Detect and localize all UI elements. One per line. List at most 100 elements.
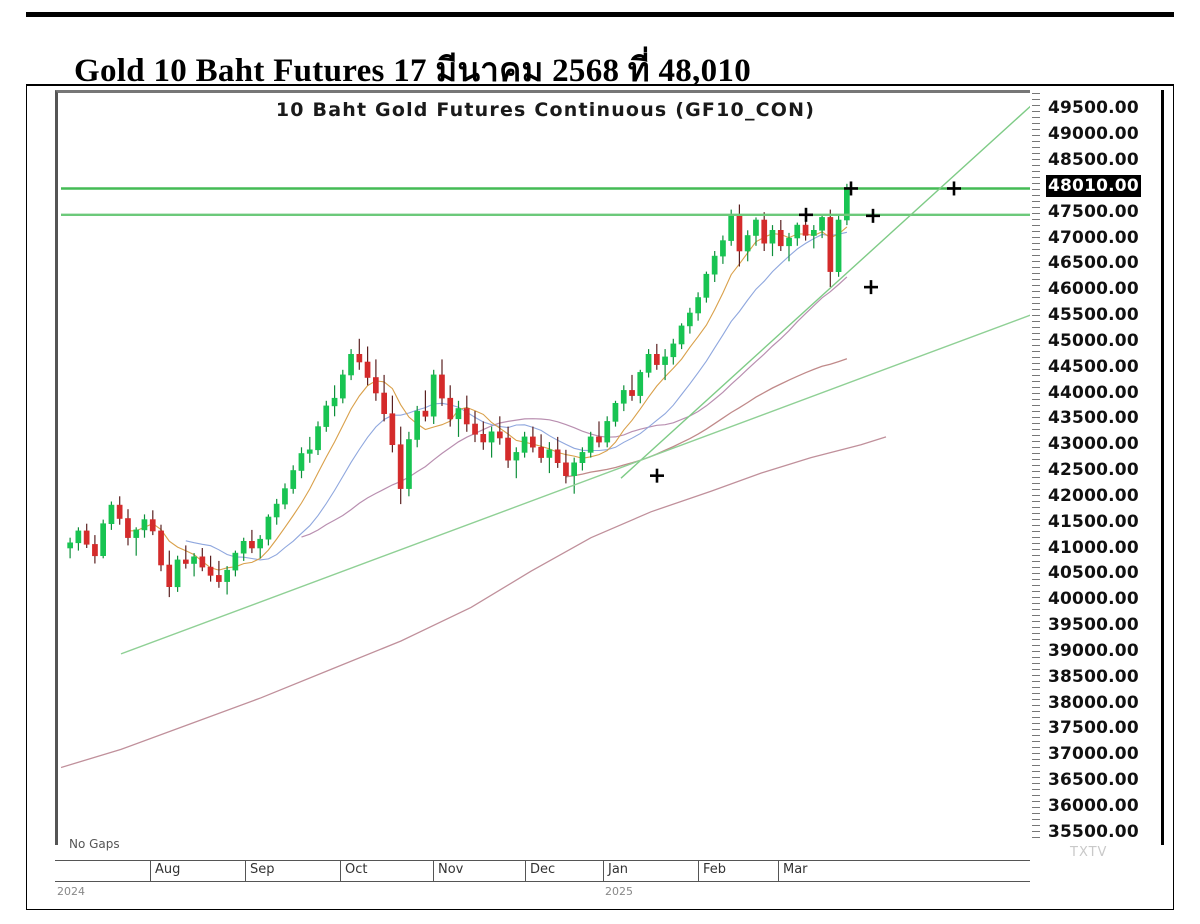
time-tick-jan: Jan [608, 862, 629, 877]
candle-body-up [604, 421, 611, 443]
axis-minor-tick [1032, 207, 1040, 208]
price-tick-42000-00: 42000.00 [1048, 485, 1139, 506]
price-chart-canvas[interactable] [61, 96, 1030, 845]
uptrend-line-lower[interactable] [120, 313, 1030, 655]
marker-resistance-right[interactable] [947, 181, 961, 196]
axis-minor-tick [1032, 693, 1040, 694]
axis-minor-tick [1032, 129, 1040, 130]
candle-body-up [488, 431, 495, 443]
candle-body-down [372, 377, 379, 394]
axis-minor-tick [1032, 381, 1040, 382]
axis-minor-tick [1032, 417, 1040, 418]
marker-retest-47500[interactable] [799, 207, 813, 222]
axis-minor-tick [1032, 309, 1040, 310]
axis-minor-tick [1032, 717, 1040, 718]
candle-body-down [538, 446, 545, 458]
axis-minor-tick [1032, 753, 1040, 754]
candle-body-down [83, 530, 90, 545]
candle-body-up [645, 353, 652, 373]
candle-body-up [191, 556, 197, 564]
axis-minor-tick [1032, 519, 1040, 520]
price-tick-40000-00: 40000.00 [1048, 589, 1139, 610]
axis-minor-tick [1032, 363, 1040, 364]
candle-body-down [116, 504, 123, 519]
candle-body-up [240, 540, 247, 554]
axis-minor-tick [1032, 771, 1040, 772]
axis-minor-tick [1032, 213, 1040, 214]
candle-body-down [505, 437, 511, 461]
time-axis-cell [778, 860, 1030, 882]
marker-breakout-second[interactable] [866, 208, 880, 223]
axis-divider [1161, 90, 1164, 845]
axis-minor-tick [1032, 351, 1040, 352]
candle-body-up [571, 462, 578, 476]
marker-pullback-low[interactable] [864, 280, 878, 295]
axis-minor-tick [1032, 573, 1040, 574]
candle-body-down [125, 518, 131, 538]
axis-minor-tick [1032, 339, 1040, 340]
axis-minor-tick [1032, 303, 1040, 304]
candle-body-down [92, 544, 98, 557]
candle-body-up [670, 343, 677, 358]
time-axis-band [55, 860, 1030, 882]
axis-minor-tick [1032, 111, 1040, 112]
candle-body-up [282, 488, 288, 505]
candle-body-up [224, 569, 231, 582]
candle-body-down [249, 540, 255, 549]
axis-minor-tick [1032, 357, 1040, 358]
axis-minor-tick [1032, 171, 1040, 172]
chart-subtitle: 10 Baht Gold Futures Continuous (GF10_CO… [275, 99, 816, 121]
price-tick-40500-00: 40500.00 [1048, 563, 1139, 584]
axis-minor-tick [1032, 165, 1040, 166]
axis-minor-tick [1032, 663, 1040, 664]
axis-minor-tick [1032, 795, 1040, 796]
axis-minor-tick [1032, 597, 1040, 598]
candle-body-up [273, 503, 280, 518]
time-tick-feb: Feb [703, 862, 727, 877]
axis-minor-tick [1032, 585, 1040, 586]
axis-minor-tick [1032, 627, 1040, 628]
price-tick-39000-00: 39000.00 [1048, 640, 1139, 661]
candle-body-down [629, 390, 635, 396]
candle-body-up [290, 470, 297, 489]
candle-body-down [381, 392, 388, 415]
candle-body-up [587, 436, 594, 453]
axis-minor-tick [1032, 621, 1040, 622]
axis-minor-tick [1032, 189, 1040, 190]
time-axis-cell [525, 860, 603, 882]
time-axis[interactable]: No Gaps Aug Sep Oct Nov Dec Jan Feb Mar 2024 20… [55, 837, 1030, 898]
marker-breakout-high[interactable] [844, 181, 858, 196]
axis-minor-tick [1032, 147, 1040, 148]
candle-body-up [794, 224, 801, 239]
axis-minor-tick [1032, 471, 1040, 472]
candle-body-up [108, 504, 115, 525]
axis-minor-tick [1032, 723, 1040, 724]
candle-body-up [430, 374, 437, 417]
uptrend-line-upper[interactable] [620, 101, 1030, 479]
candle-body-down [554, 449, 561, 463]
candle-body-up [257, 538, 264, 549]
candle-body-up [678, 325, 685, 345]
axis-minor-tick [1032, 237, 1040, 238]
candle-body-down [472, 423, 478, 435]
candle-body-up [348, 353, 354, 376]
axis-minor-tick [1032, 747, 1040, 748]
price-tick-47500-00: 47500.00 [1048, 201, 1139, 222]
candle-body-up [306, 449, 313, 454]
axis-minor-tick [1032, 591, 1040, 592]
candle-body-up [720, 240, 726, 257]
price-tick-37500-00: 37500.00 [1048, 718, 1139, 739]
candle-body-up [339, 374, 346, 399]
candle-body-down [802, 224, 809, 236]
price-axis[interactable]: 49500.00 49000.00 48500.00 48010.00 47500.00… [1030, 90, 1170, 845]
axis-minor-tick [1032, 285, 1040, 286]
candle-body-up [819, 217, 825, 231]
axis-minor-tick [1032, 807, 1040, 808]
candle-body-up [769, 230, 776, 244]
time-axis-cell [603, 860, 698, 882]
axis-minor-tick [1032, 579, 1040, 580]
price-tick-42500-00: 42500.00 [1048, 460, 1139, 481]
price-tick-47000-00: 47000.00 [1048, 227, 1139, 248]
axis-minor-tick [1032, 561, 1040, 562]
marker-swing-low[interactable] [650, 468, 664, 483]
